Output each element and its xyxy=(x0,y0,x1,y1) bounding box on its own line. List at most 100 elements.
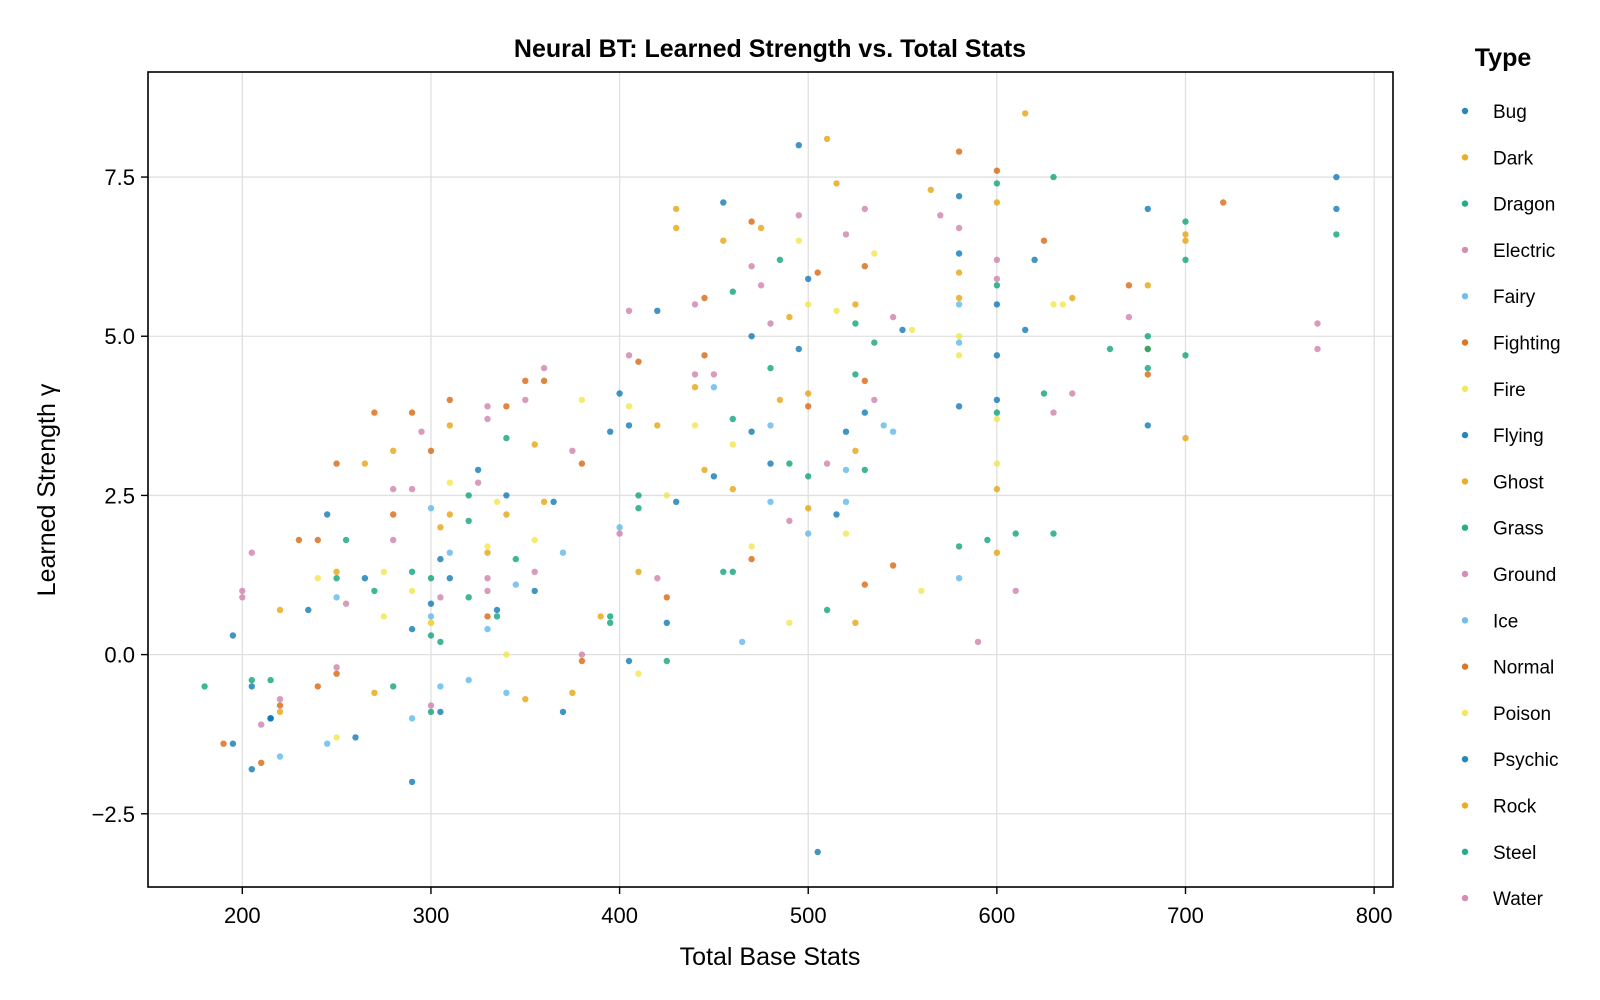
data-point xyxy=(352,734,359,741)
data-point xyxy=(390,447,397,454)
legend-item: Grass xyxy=(1461,519,1544,540)
data-point xyxy=(993,352,1001,359)
legend-label: Dark xyxy=(1493,148,1534,169)
data-point xyxy=(607,428,614,435)
data-point xyxy=(729,568,736,575)
legend-item: Fighting xyxy=(1461,334,1561,355)
legend: Type Bug Dark Dragon Electric Fairy Fighting F… xyxy=(1461,44,1561,910)
y-tick-label: 0.0 xyxy=(104,643,135,668)
data-point xyxy=(503,651,510,658)
data-point xyxy=(1144,364,1152,372)
data-point xyxy=(1144,345,1152,353)
data-point xyxy=(852,619,859,626)
legend-marker xyxy=(1461,524,1469,531)
x-tick-label: 300 xyxy=(413,903,450,928)
data-point xyxy=(522,377,529,384)
data-point xyxy=(408,625,416,633)
data-point xyxy=(955,148,963,155)
data-point xyxy=(201,683,208,690)
data-point xyxy=(1031,256,1038,263)
data-point xyxy=(654,422,661,429)
data-point xyxy=(861,409,868,416)
data-point xyxy=(616,390,623,397)
legend-marker xyxy=(1461,848,1469,855)
data-point xyxy=(1182,237,1189,244)
legend-label: Fighting xyxy=(1493,334,1561,355)
data-point xyxy=(465,492,472,499)
data-point xyxy=(757,282,765,289)
data-point xyxy=(842,231,850,238)
legend-marker xyxy=(1461,894,1469,902)
legend-item: Fire xyxy=(1461,380,1526,401)
data-point xyxy=(955,403,963,410)
data-point xyxy=(333,670,340,677)
data-point xyxy=(427,619,435,626)
data-point xyxy=(267,715,274,722)
legend-marker xyxy=(1461,756,1469,763)
data-point xyxy=(1069,294,1076,302)
x-axis-label: Total Base Stats xyxy=(680,943,861,971)
data-point xyxy=(955,575,963,582)
series-bug xyxy=(229,205,1340,722)
data-point xyxy=(767,460,774,467)
data-point xyxy=(1144,422,1152,429)
data-point xyxy=(484,587,491,595)
legend-marker xyxy=(1461,431,1469,439)
data-point xyxy=(333,594,340,601)
data-point xyxy=(1182,231,1189,238)
data-point xyxy=(333,734,340,741)
data-point xyxy=(371,689,378,696)
data-point xyxy=(1059,301,1067,308)
legend-item: Ghost xyxy=(1461,472,1544,493)
data-point xyxy=(739,638,746,646)
data-point xyxy=(691,384,699,391)
x-tick-label: 200 xyxy=(224,903,261,928)
data-point xyxy=(691,422,699,429)
data-point xyxy=(342,600,350,607)
data-point xyxy=(814,269,821,276)
data-point xyxy=(654,307,661,314)
data-point xyxy=(1050,530,1057,537)
series-ice xyxy=(333,301,963,722)
data-point xyxy=(531,441,538,448)
data-point xyxy=(786,313,793,321)
data-point xyxy=(955,269,963,276)
data-point xyxy=(531,536,538,544)
data-point xyxy=(918,587,925,595)
data-point xyxy=(993,180,1001,187)
data-point xyxy=(805,505,812,512)
data-point xyxy=(248,549,255,556)
legend-marker xyxy=(1461,154,1469,161)
data-point xyxy=(805,390,812,397)
legend-label: Ground xyxy=(1493,565,1556,586)
data-point xyxy=(267,676,274,684)
data-point xyxy=(229,632,237,639)
data-point xyxy=(607,613,614,620)
data-point xyxy=(503,689,510,696)
x-tick-label: 600 xyxy=(979,903,1016,928)
legend-marker xyxy=(1461,709,1469,717)
data-point xyxy=(465,676,472,684)
data-point xyxy=(1040,390,1048,397)
x-tick-label: 500 xyxy=(790,903,827,928)
data-point xyxy=(955,224,963,232)
legend-item: Rock xyxy=(1461,797,1537,818)
data-point xyxy=(408,485,416,493)
data-point xyxy=(993,409,1001,416)
legend-label: Psychic xyxy=(1493,750,1558,771)
data-point xyxy=(955,250,963,257)
y-tick-label: 5.0 xyxy=(104,324,135,349)
data-point xyxy=(710,473,718,480)
legend-marker xyxy=(1461,385,1469,392)
data-point xyxy=(748,333,755,340)
data-point xyxy=(786,619,793,626)
data-point xyxy=(861,466,868,474)
data-point xyxy=(446,479,453,486)
legend-label: Fairy xyxy=(1493,287,1536,308)
data-point xyxy=(446,422,453,429)
data-point xyxy=(795,345,802,353)
data-point xyxy=(540,364,548,372)
x-tick-label: 700 xyxy=(1167,903,1204,928)
data-point xyxy=(691,371,699,378)
axis-ticks: 200 300 400 500 600 700 800 −2.5 0.0 2.5 5.0 7.5 xyxy=(92,165,1393,928)
